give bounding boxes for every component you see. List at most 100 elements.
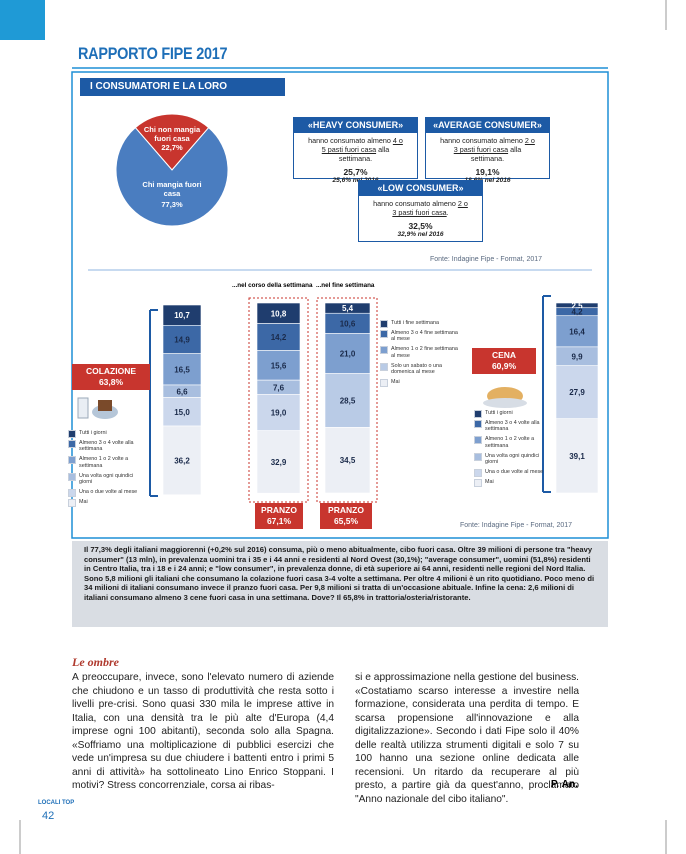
page-number: 42 (42, 810, 55, 822)
consumer-text: hanno consumato almeno 4 o 5 pasti fuori… (294, 133, 417, 163)
consumer-value: 19,1% (475, 167, 500, 177)
group-label: PRANZO 67,1% (255, 503, 303, 529)
consumer-title: «HEAVY CONSUMER» (294, 118, 417, 133)
pie-slice (115, 126, 229, 227)
breakfast-icon (77, 397, 118, 419)
bar-value-label: 39,1 (569, 452, 585, 461)
legend-label: Una o due volte al mese (79, 488, 138, 495)
legend-label: Mai (485, 478, 494, 485)
bar-value-label: 15,6 (271, 361, 287, 370)
legend-label: Una o due volte al mese (485, 468, 544, 475)
legend-swatch (474, 478, 482, 487)
consumer-previous: 25,6% nel 2016 (332, 177, 379, 184)
legend-label: Tutti i fine settimana (391, 320, 440, 326)
legend-entry: Una o due volte al mese (474, 468, 552, 477)
legend-swatch (68, 439, 76, 448)
legend-swatch (474, 436, 482, 445)
bar-value-label: 6,6 (176, 387, 188, 396)
bar-value-label: 14,2 (271, 333, 287, 342)
legend-entry: Solo un sabato o una domenica al mese (380, 362, 458, 376)
legend-swatch (68, 430, 76, 438)
legend-label: Almeno 1 o 2 volte a settimana (485, 436, 535, 449)
bar-header: ...nel fine settimana (316, 282, 375, 289)
consumer-value: 32,5% (408, 221, 433, 231)
bar-value-label: 14,9 (174, 335, 190, 344)
bar-value-label: 32,9 (271, 458, 287, 467)
article-heading: Le ombre (72, 655, 119, 669)
legend-entry: Mai (380, 378, 458, 387)
legend-swatch (380, 320, 388, 328)
consumer-text: hanno consumato almeno 2 o 3 pasti fuori… (426, 133, 549, 163)
highlight-frame (316, 297, 378, 503)
group-total: 63,8% (98, 377, 124, 387)
legend-label: Una volta ogni quindici giorni (79, 472, 134, 485)
bar-segment (162, 425, 202, 496)
legend-swatch (474, 410, 482, 418)
legend-label: Una volta ogni quindici giorni (485, 452, 540, 465)
group-total: 67,1% (266, 516, 292, 526)
bar-segment (162, 397, 202, 427)
consumer-text-part: hanno consumato almeno (440, 136, 525, 145)
group-name: COLAZIONE (85, 366, 137, 376)
legend-entry: Una volta ogni quindici giorni (474, 452, 552, 466)
bar-value-label: 21,0 (340, 349, 356, 358)
legend-label: Mai (79, 498, 88, 505)
consumer-title: «LOW CONSUMER» (359, 181, 482, 196)
legend-entry: Tutti i fine settimana (380, 320, 458, 328)
legend-entry: Almeno 3 o 4 volte alla settimana (68, 439, 146, 453)
bar-segment (555, 418, 599, 494)
section-title: I CONSUMATORI E LA LORO "GIORNATA" (80, 78, 285, 110)
group-name: PRANZO (261, 505, 297, 515)
legend-entry: Tutti i giorni (68, 430, 146, 438)
legend-swatch (380, 346, 388, 355)
legend-swatch (380, 378, 388, 387)
bar-segment (162, 325, 202, 354)
bar-value-label: 4,2 (571, 308, 583, 317)
bar-value-label: 5,4 (342, 304, 354, 313)
consumer-text-part: alla settimana. (338, 145, 390, 163)
bar-segment (256, 394, 301, 431)
consumer-text: hanno consumato almeno 2 o 3 pasti fuori… (359, 196, 482, 217)
bar-value-label: 9,9 (571, 352, 583, 361)
group-total: 60,9% (491, 361, 517, 371)
legend-entry: Almeno 3 o 4 volte alla settimana (474, 419, 552, 433)
consumer-text-underlined: 2 o 3 pasti fuori casa (453, 136, 535, 154)
consumer-previous: 18,6% nel 2016 (464, 177, 511, 184)
legend-entry: Almeno 1 o 2 fine settimana al mese (380, 346, 458, 359)
bar-value-label: 19,0 (271, 409, 287, 418)
bar-segment (256, 323, 301, 351)
legend-swatch (474, 452, 482, 461)
consumer-text-part: hanno consumato almeno (373, 199, 458, 208)
article-column: si e approssimazione nella gestione del … (355, 672, 579, 805)
highlight-frame (248, 297, 309, 503)
pie-label: Chi mangia fuori casa (142, 180, 202, 198)
bar-value-label: 34,5 (340, 456, 356, 465)
pie-label: Chi non mangia fuori casa (143, 125, 201, 143)
bar-value-label: 16,4 (569, 327, 585, 336)
group-label: COLAZIONE 63,8% (72, 364, 150, 390)
consumer-text-underlined: 2 o 3 pasti fuori casa (392, 199, 468, 217)
source: Fonte: Indagine Fipe - Format, 2017 (430, 256, 543, 263)
summary-paragraph: Sono 5,8 milioni gli italiani che consum… (84, 573, 595, 602)
dinner-icon (483, 387, 527, 408)
pie-slice (134, 113, 210, 171)
legend-swatch (68, 488, 76, 497)
bar-value-label: 7,6 (273, 383, 285, 392)
header-title: RAPPORTO FIPE 2017 (78, 44, 228, 63)
pie-value: 77,3% (161, 200, 183, 209)
bar-value-label: 10,6 (340, 319, 356, 328)
source: Fonte: Indagine Fipe - Format, 2017 (460, 522, 573, 529)
legend-swatch (474, 468, 482, 477)
consumer-previous: 32,9% nel 2016 (397, 231, 444, 238)
legend-entry: Almeno 1 o 2 volte a settimana (68, 456, 146, 469)
bar-segment (555, 365, 599, 420)
bar-value-label: 28,5 (340, 396, 356, 405)
consumer-box: «HEAVY CONSUMER» hanno consumato almeno 4… (293, 117, 418, 184)
group-name: CENA (491, 350, 517, 360)
consumer-text-part: . (446, 208, 449, 217)
bar-segment (256, 430, 301, 494)
legend-label: Almeno 3 o 4 volte alla settimana (485, 419, 540, 433)
legend: Tutti i fine settimana Almeno 3 o 4 fine … (380, 320, 458, 389)
